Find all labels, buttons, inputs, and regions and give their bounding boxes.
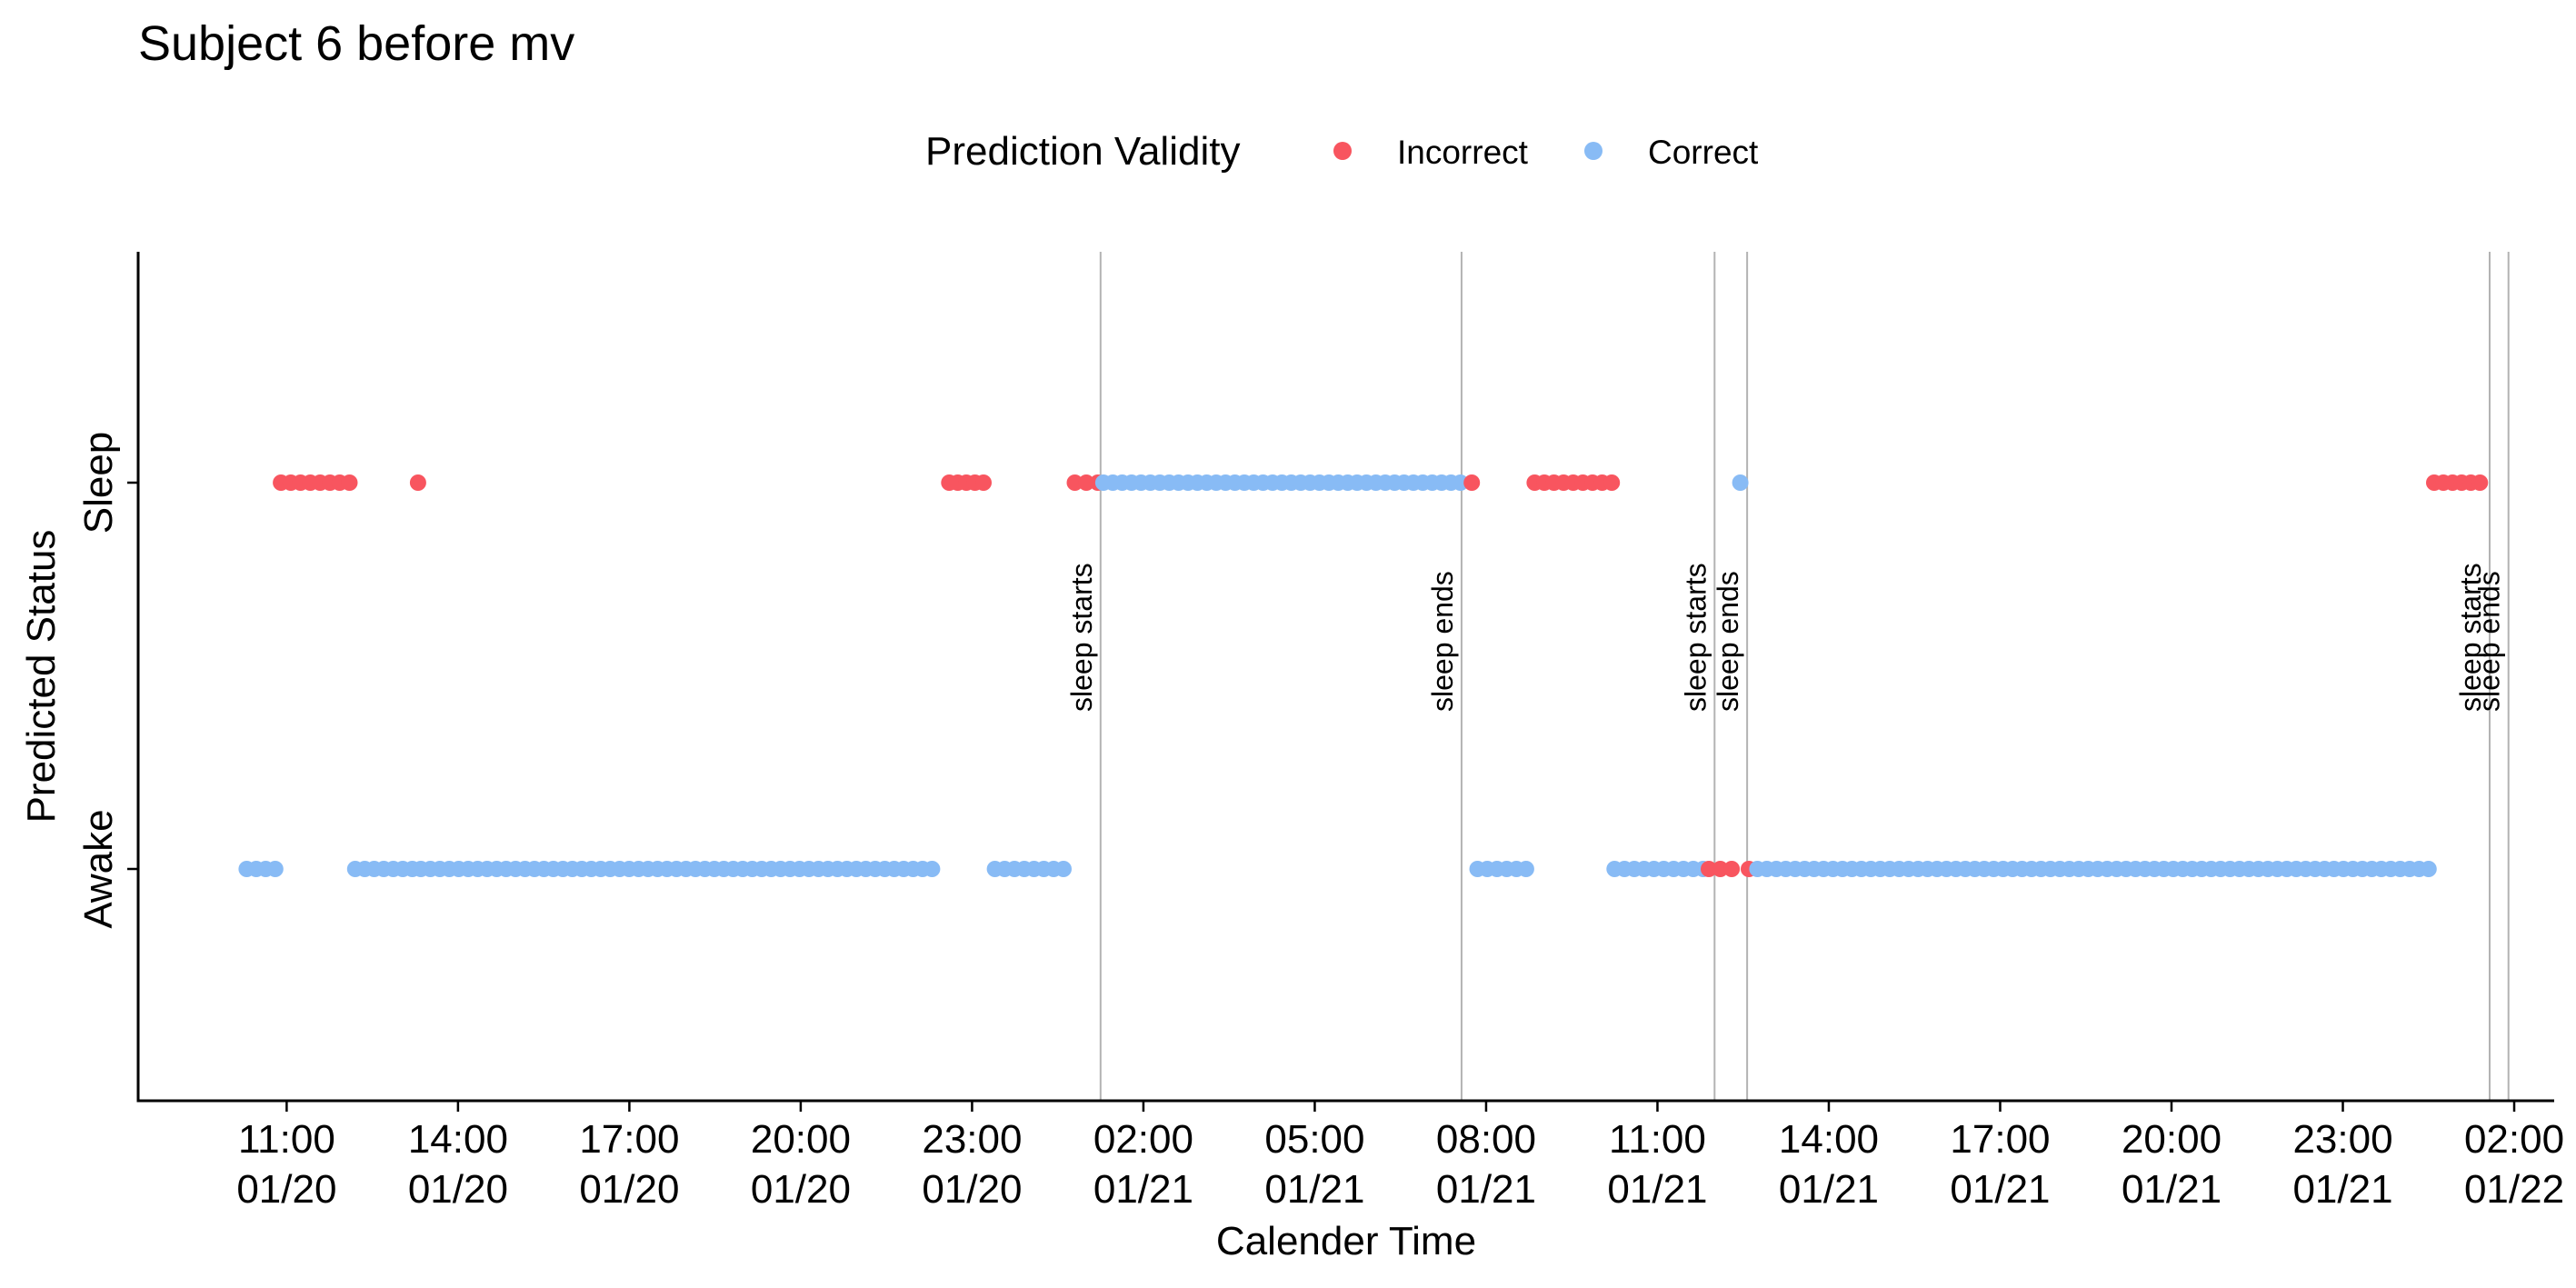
legend: Prediction Validity Incorrect Correct xyxy=(925,129,1759,174)
x-tick-label-time: 11:00 xyxy=(238,1117,335,1162)
reference-line-label: sleep starts xyxy=(2454,563,2487,712)
x-tick-label-date: 01/21 xyxy=(1436,1167,1536,1212)
data-point xyxy=(266,861,284,877)
x-tick-label-time: 02:00 xyxy=(1093,1117,1193,1162)
legend-key-correct xyxy=(1584,142,1603,160)
x-tick-label-time: 14:00 xyxy=(1779,1117,1879,1162)
x-tick-label-date: 01/21 xyxy=(1264,1167,1364,1212)
x-tick-label-time: 23:00 xyxy=(2292,1117,2392,1162)
x-tick-label-date: 01/20 xyxy=(408,1167,508,1212)
x-tick-label-time: 17:00 xyxy=(579,1117,679,1162)
data-point xyxy=(1701,861,1717,877)
y-axis-ticks: Awake Sleep xyxy=(76,432,138,929)
data-point xyxy=(1452,474,1469,491)
reference-line-label: sleep starts xyxy=(1065,563,1098,712)
data-point xyxy=(1463,474,1481,491)
reference-line-label: sleep starts xyxy=(1679,563,1712,712)
data-point xyxy=(409,474,426,491)
y-tick-label: Awake xyxy=(76,809,121,928)
data-point xyxy=(1517,861,1534,877)
data-point xyxy=(1712,861,1729,877)
data-point xyxy=(1603,474,1621,491)
data-points xyxy=(238,474,2489,877)
legend-label-incorrect: Incorrect xyxy=(1397,134,1529,171)
x-tick-label-date: 01/21 xyxy=(2122,1167,2222,1212)
x-tick-label-date: 01/21 xyxy=(1779,1167,1879,1212)
chart-title: Subject 6 before mv xyxy=(138,16,574,71)
x-axis-ticks: 11:00 01/20 14:00 01/20 17:00 01/20 20:00 01/20… xyxy=(236,1101,2564,1212)
data-point xyxy=(1723,861,1741,877)
x-tick-label-date: 01/20 xyxy=(579,1167,679,1212)
data-point xyxy=(1732,474,1749,491)
x-tick-label-time: 08:00 xyxy=(1436,1117,1536,1162)
reference-line-label: sleep ends xyxy=(1426,571,1459,712)
x-tick-label-time: 05:00 xyxy=(1264,1117,1364,1162)
x-tick-label-date: 01/20 xyxy=(236,1167,336,1212)
data-point xyxy=(975,474,992,491)
legend-title: Prediction Validity xyxy=(925,129,1240,174)
x-tick-label-time: 14:00 xyxy=(408,1117,508,1162)
x-tick-label-time: 11:00 xyxy=(1609,1117,1706,1162)
x-tick-label-time: 20:00 xyxy=(2122,1117,2222,1162)
x-tick-label-date: 01/21 xyxy=(1950,1167,2050,1212)
reference-line-label: sleep ends xyxy=(1712,571,1744,712)
data-point xyxy=(1066,474,1083,491)
x-tick-label-time: 23:00 xyxy=(922,1117,1022,1162)
reference-lines: sleep starts sleep ends sleep starts sleep … xyxy=(1065,252,2510,1101)
x-tick-label-date: 01/22 xyxy=(2464,1167,2564,1212)
data-point xyxy=(341,474,358,491)
data-point xyxy=(1055,861,1072,877)
data-point xyxy=(924,861,941,877)
legend-label-correct: Correct xyxy=(1648,134,1759,171)
reference-line-label: sleep ends xyxy=(2473,571,2506,712)
data-point xyxy=(1078,474,1095,491)
x-tick-label-time: 17:00 xyxy=(1950,1117,2050,1162)
data-point xyxy=(2471,474,2489,491)
legend-key-incorrect xyxy=(1333,142,1352,160)
x-tick-label-time: 02:00 xyxy=(2464,1117,2564,1162)
x-tick-label-date: 01/21 xyxy=(2292,1167,2392,1212)
data-point xyxy=(2420,861,2437,877)
x-tick-label-date: 01/20 xyxy=(922,1167,1022,1212)
y-axis-title: Predicted Status xyxy=(19,530,64,824)
y-tick-label: Sleep xyxy=(76,432,121,534)
x-axis-title: Calender Time xyxy=(1216,1219,1476,1263)
x-tick-label-date: 01/21 xyxy=(1607,1167,1707,1212)
x-tick-label-date: 01/20 xyxy=(751,1167,851,1212)
x-tick-label-date: 01/21 xyxy=(1093,1167,1193,1212)
x-tick-label-time: 20:00 xyxy=(751,1117,851,1162)
